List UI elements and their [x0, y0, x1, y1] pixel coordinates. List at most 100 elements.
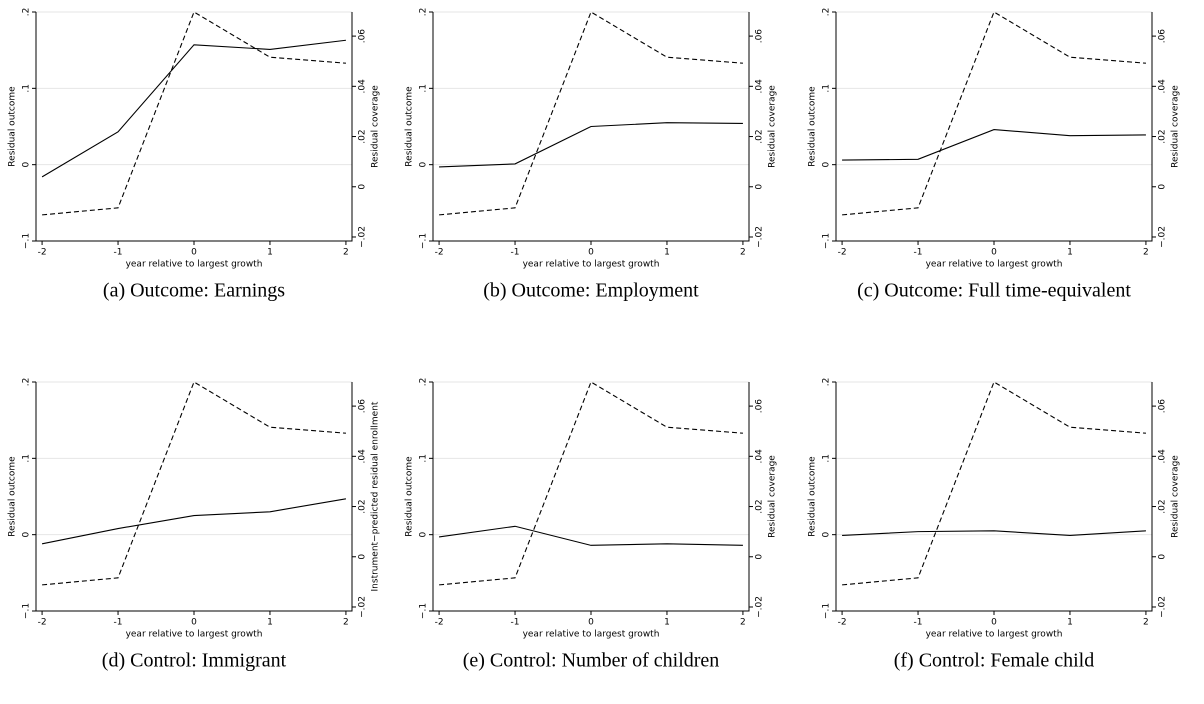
- series-line: [842, 11, 1146, 216]
- y-tick-label: 0: [22, 162, 32, 168]
- y-tick-label: 0: [419, 162, 429, 168]
- y-tick-label: .1: [822, 454, 832, 463]
- series-line: [439, 11, 743, 216]
- panel: −.1 0 .1 .2 −.02 0 .02 .04 .06 -2 -1 0 1 2 Residual ou…: [8, 378, 381, 672]
- axis-frame: [35, 12, 353, 242]
- x-tick-label: -1: [114, 248, 123, 258]
- y2-tick-label: .04: [358, 79, 368, 94]
- y-tick-label: .2: [419, 8, 429, 17]
- y2-tick-label: .06: [358, 399, 368, 414]
- y-tick-label: −.1: [419, 603, 429, 619]
- x-tick-label: 2: [343, 248, 349, 258]
- x-tick-label: 2: [1143, 248, 1149, 258]
- x-tick-label: 1: [267, 618, 273, 628]
- x-tick-label: 2: [740, 248, 746, 258]
- y2-axis-title: Residual coverage: [768, 85, 778, 168]
- y-tick-label: .1: [419, 454, 429, 463]
- caption: (c) Outcome: Full time-equivalent: [857, 280, 1131, 302]
- y2-tick-label: .04: [1158, 449, 1168, 464]
- series-line: [439, 381, 743, 586]
- y2-tick-label: 0: [1158, 554, 1168, 560]
- x-tick-label: 0: [991, 248, 997, 258]
- y2-tick-label: .04: [755, 449, 765, 464]
- y-tick-label: .1: [22, 84, 32, 93]
- x-tick-label: -1: [114, 618, 123, 628]
- x-tick-label: 1: [664, 248, 670, 258]
- y2-axis-title: Residual coverage: [1171, 85, 1181, 168]
- y-tick-label: .2: [419, 378, 429, 387]
- panel: −.1 0 .1 .2 −.02 0 .02 .04 .06 -2 -1 0 1 2 Residual ou…: [405, 8, 778, 302]
- x-tick-label: -1: [914, 248, 923, 258]
- y-tick-label: .1: [22, 454, 32, 463]
- x-tick-label: 0: [991, 618, 997, 628]
- y2-tick-label: −.02: [1158, 226, 1168, 248]
- y2-tick-label: .06: [755, 399, 765, 414]
- series-line: [439, 122, 743, 168]
- x-axis-title: year relative to largest growth: [926, 630, 1063, 640]
- caption: (f) Control: Female child: [894, 650, 1095, 672]
- series-line: [41, 498, 347, 545]
- caption: (e) Control: Number of children: [463, 650, 720, 672]
- panel: −.1 0 .1 .2 −.02 0 .02 .04 .06 -2 -1 0 1 2 Residual ou…: [808, 8, 1181, 302]
- series-line: [842, 381, 1146, 586]
- y2-tick-label: −.02: [755, 226, 765, 248]
- y2-tick-label: .06: [755, 29, 765, 44]
- y2-tick-label: 0: [358, 554, 368, 560]
- y-axis-title: Residual outcome: [405, 456, 415, 537]
- y2-tick-label: 0: [755, 184, 765, 190]
- y-tick-label: −.1: [22, 233, 32, 249]
- series-line: [842, 530, 1146, 536]
- x-tick-label: 1: [1067, 618, 1073, 628]
- axis-frame: [835, 12, 1153, 242]
- y2-tick-label: 0: [1158, 184, 1168, 190]
- y2-tick-label: .02: [755, 129, 765, 143]
- y-tick-label: −.1: [22, 603, 32, 619]
- y-tick-label: .2: [822, 378, 832, 387]
- y-axis-title: Residual outcome: [8, 86, 18, 167]
- x-tick-label: 0: [191, 618, 197, 628]
- x-tick-label: 2: [1143, 618, 1149, 628]
- caption: (d) Control: Immigrant: [102, 650, 287, 672]
- y-tick-label: −.1: [822, 233, 832, 249]
- x-axis-title: year relative to largest growth: [926, 260, 1063, 270]
- panel: −.1 0 .1 .2 −.02 0 .02 .04 .06 -2 -1 0 1 2 Residual ou…: [8, 8, 381, 302]
- y2-tick-label: .06: [358, 29, 368, 44]
- y2-tick-label: −.02: [755, 596, 765, 618]
- caption: (b) Outcome: Employment: [483, 280, 699, 302]
- y-tick-label: .2: [22, 378, 32, 387]
- x-tick-label: 2: [343, 618, 349, 628]
- y2-tick-label: .02: [358, 499, 368, 513]
- x-axis-title: year relative to largest growth: [523, 260, 660, 270]
- y-axis-title: Residual outcome: [405, 86, 415, 167]
- y-axis-title: Residual outcome: [8, 456, 18, 537]
- y2-tick-label: 0: [755, 554, 765, 560]
- x-tick-label: -2: [838, 248, 847, 258]
- y2-tick-label: .02: [1158, 129, 1168, 143]
- axis-frame: [835, 382, 1153, 612]
- x-tick-label: -2: [38, 618, 47, 628]
- y2-axis-title: Residual coverage: [768, 455, 778, 538]
- x-tick-label: 2: [740, 618, 746, 628]
- y2-tick-label: .04: [755, 79, 765, 94]
- y-tick-label: 0: [822, 532, 832, 538]
- series-line: [842, 128, 1146, 161]
- panel: −.1 0 .1 .2 −.02 0 .02 .04 .06 -2 -1 0 1 2 Residual ou…: [808, 378, 1181, 672]
- caption: (a) Outcome: Earnings: [103, 280, 285, 302]
- x-tick-label: -2: [38, 248, 47, 258]
- series-line: [439, 525, 743, 546]
- y-tick-label: 0: [419, 532, 429, 538]
- axis-frame: [35, 382, 353, 612]
- y-tick-label: 0: [22, 532, 32, 538]
- x-tick-label: 0: [588, 618, 594, 628]
- series-line: [42, 11, 346, 216]
- y2-axis-title: Instrument−predicted residual enrollment: [371, 401, 381, 591]
- y2-tick-label: .02: [1158, 499, 1168, 513]
- x-tick-label: -2: [435, 618, 444, 628]
- y2-tick-label: .02: [755, 499, 765, 513]
- y2-tick-label: −.02: [1158, 596, 1168, 618]
- x-tick-label: -1: [511, 248, 520, 258]
- y2-tick-label: .04: [1158, 79, 1168, 94]
- y2-axis-title: Residual coverage: [371, 85, 381, 168]
- x-axis-title: year relative to largest growth: [126, 260, 263, 270]
